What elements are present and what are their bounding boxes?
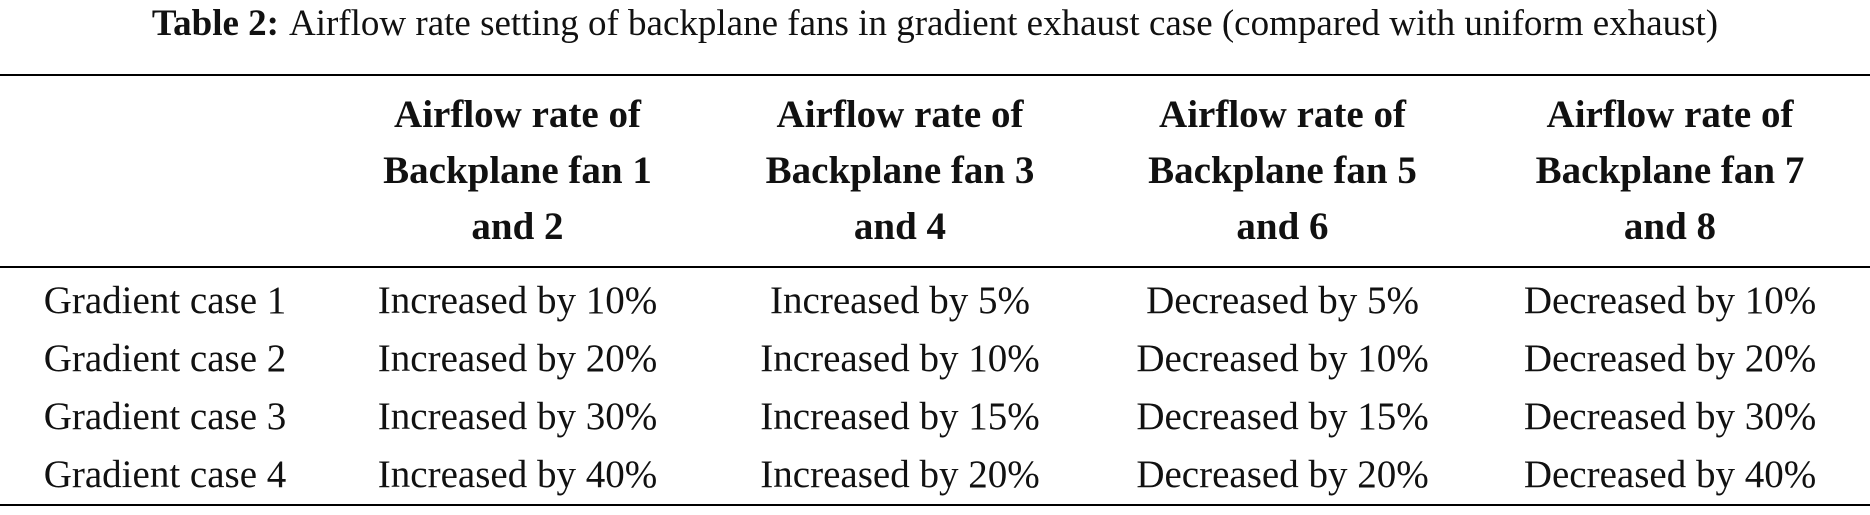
header-line: Backplane fan 5 <box>1148 149 1417 192</box>
table-cell: Increased by 10% <box>760 337 1040 380</box>
table-cell: Decreased by 20% <box>1523 337 1817 380</box>
table-cell: Increased by 30% <box>377 395 658 438</box>
header-cell-fan-1-2: Airflow rate of Backplane fan 1 and 2 <box>330 75 705 267</box>
airflow-table: Airflow rate of Backplane fan 1 and 2 Ai… <box>0 74 1870 506</box>
table-cell: Increased by 15% <box>760 395 1040 438</box>
table-cell: Increased by 5% <box>770 279 1030 322</box>
header-cell-fan-5-6: Airflow rate of Backplane fan 5 and 6 <box>1095 75 1470 267</box>
row-label-cell: Gradient case 1 <box>43 279 287 322</box>
caption-text: Airflow rate setting of backplane fans i… <box>288 3 1719 44</box>
table-row: Gradient case 2 Increased by 20% Increas… <box>0 330 1870 388</box>
header-cell-fan-7-8: Airflow rate of Backplane fan 7 and 8 <box>1470 75 1870 267</box>
header-line: and 8 <box>1623 205 1717 248</box>
table-row: Gradient case 4 Increased by 40% Increas… <box>0 446 1870 505</box>
header-line: and 4 <box>853 205 947 248</box>
header-cell-fan-3-4: Airflow rate of Backplane fan 3 and 4 <box>705 75 1095 267</box>
table-cell: Increased by 20% <box>377 337 658 380</box>
table-cell: Increased by 40% <box>377 453 658 496</box>
header-line: Airflow rate of <box>776 93 1024 136</box>
table-header-row: Airflow rate of Backplane fan 1 and 2 Ai… <box>0 75 1870 267</box>
caption-label: Table 2: <box>151 3 279 44</box>
table-cell: Decreased by 5% <box>1146 279 1419 322</box>
table-cell: Decreased by 40% <box>1523 453 1817 496</box>
header-line: Backplane fan 7 <box>1535 149 1805 192</box>
table-cell: Increased by 20% <box>760 453 1040 496</box>
table-cell: Increased by 10% <box>377 279 658 322</box>
table-cell: Decreased by 15% <box>1136 395 1429 438</box>
header-line: Backplane fan 1 <box>383 149 652 192</box>
table-cell: Decreased by 10% <box>1523 279 1817 322</box>
table-cell: Decreased by 10% <box>1136 337 1429 380</box>
table-cell: Decreased by 30% <box>1523 395 1817 438</box>
row-label-cell: Gradient case 3 <box>43 395 287 438</box>
header-line: Airflow rate of <box>1159 93 1406 136</box>
table-caption: Table 2: Airflow rate setting of backplan… <box>0 2 1870 46</box>
header-line: Airflow rate of <box>1546 93 1794 136</box>
header-line: and 6 <box>1236 205 1329 248</box>
header-line: Airflow rate of <box>394 93 641 136</box>
table-row: Gradient case 1 Increased by 10% Increas… <box>0 267 1870 330</box>
row-label-cell: Gradient case 4 <box>43 453 287 496</box>
header-line: Backplane fan 3 <box>765 149 1035 192</box>
table-row: Gradient case 3 Increased by 30% Increas… <box>0 388 1870 446</box>
header-line: and 2 <box>471 205 564 248</box>
header-cell-empty <box>0 75 330 267</box>
table-cell: Decreased by 20% <box>1136 453 1429 496</box>
row-label-cell: Gradient case 2 <box>43 337 287 380</box>
